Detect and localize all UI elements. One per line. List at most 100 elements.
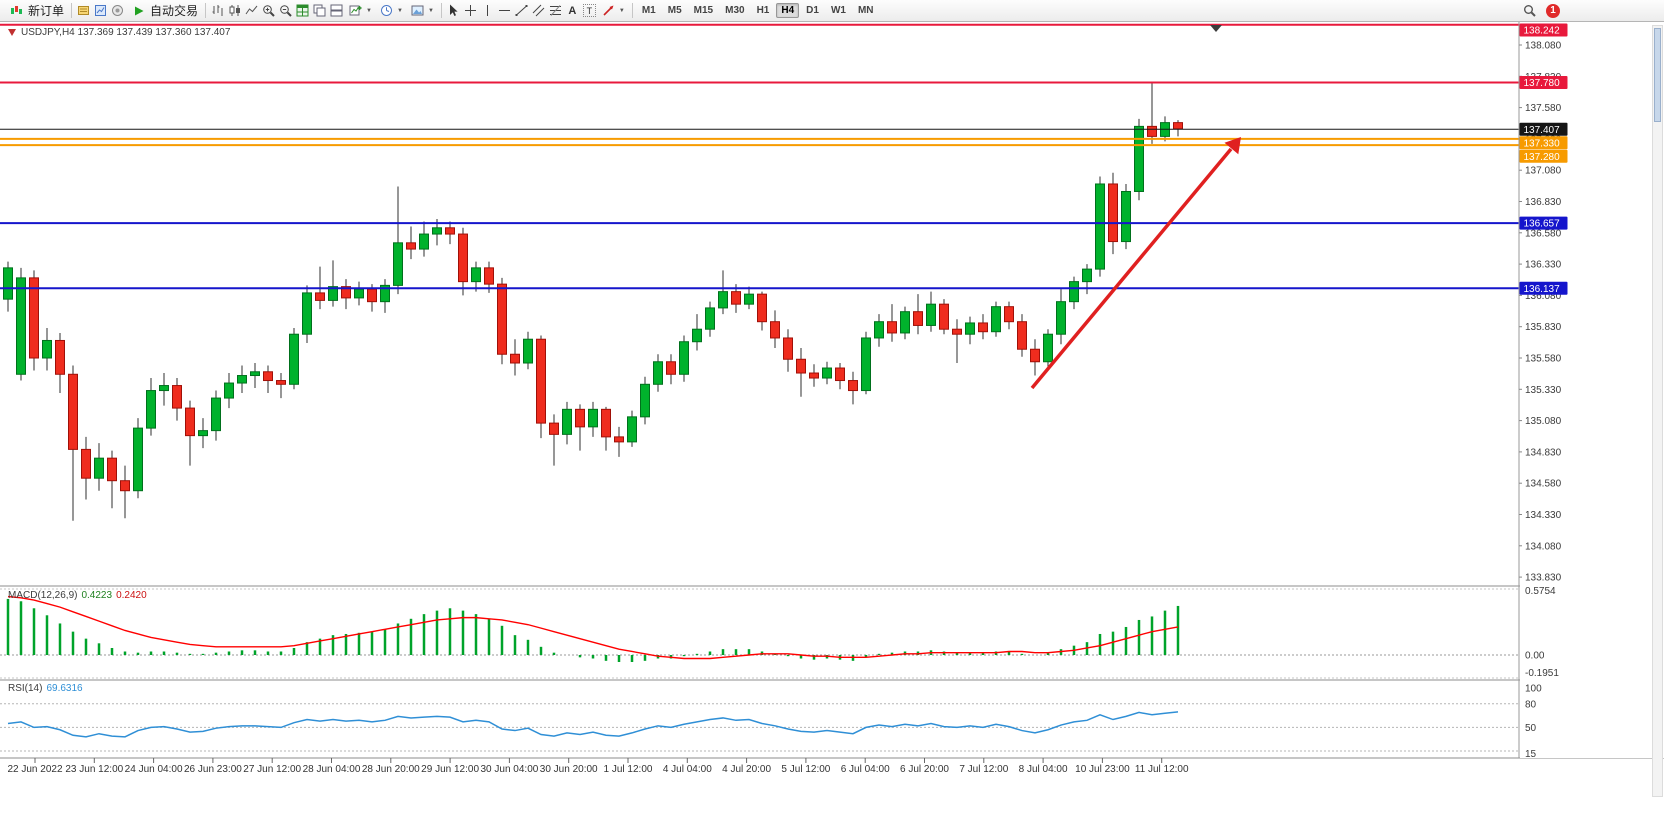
svg-text:4 Jul 04:00: 4 Jul 04:00 — [663, 764, 712, 775]
timeframe-w1[interactable]: W1 — [830, 5, 846, 16]
channel-button[interactable] — [530, 2, 547, 20]
zoom-out-icon — [279, 4, 292, 17]
channel-icon — [532, 4, 545, 17]
trendline-icon — [515, 5, 528, 16]
label-button[interactable]: T — [581, 2, 598, 20]
svg-text:134.580: 134.580 — [1525, 479, 1562, 490]
crosshair-button[interactable] — [462, 2, 479, 20]
panel-separators[interactable] — [0, 585, 1664, 759]
candles-chart-icon — [229, 5, 241, 16]
toolbar-separator — [631, 3, 633, 18]
clock-icon — [380, 5, 392, 16]
market-watch-icon — [78, 6, 90, 15]
search-icon — [1523, 4, 1536, 17]
line-chart-button[interactable] — [243, 2, 260, 20]
svg-text:0.5754: 0.5754 — [1525, 586, 1556, 597]
svg-text:50: 50 — [1525, 723, 1537, 734]
template-dropdown[interactable]: ▼ — [407, 1, 438, 21]
svg-text:8 Jul 04:00: 8 Jul 04:00 — [1019, 764, 1068, 775]
notification-badge[interactable]: 1 — [1546, 3, 1560, 18]
svg-text:6 Jul 04:00: 6 Jul 04:00 — [841, 764, 890, 775]
svg-text:135.080: 135.080 — [1525, 416, 1562, 427]
svg-text:137.330: 137.330 — [1524, 138, 1561, 149]
market-watch-button[interactable] — [75, 2, 92, 20]
svg-text:137.407: 137.407 — [1524, 125, 1561, 136]
svg-text:138.080: 138.080 — [1525, 41, 1562, 52]
price-level-label — [1519, 76, 1568, 90]
zoom-in-icon — [262, 4, 275, 17]
auto-trading-play-icon — [130, 2, 147, 20]
svg-text:5 Jul 12:00: 5 Jul 12:00 — [781, 764, 830, 775]
text-button[interactable]: A — [564, 2, 581, 20]
trendline-button[interactable] — [513, 2, 530, 20]
terminal-button[interactable] — [109, 2, 126, 20]
arrows-dropdown[interactable]: ▼ — [598, 1, 629, 21]
horizontal-line-button[interactable] — [496, 2, 513, 20]
price-level-labels[interactable]: 138.242 137.780 137.407 137.330 137.280 136.6… — [1519, 23, 1568, 295]
svg-text:136.137: 136.137 — [1524, 284, 1561, 295]
line-chart-icon — [245, 5, 258, 15]
svg-text:136.330: 136.330 — [1525, 260, 1562, 271]
tile-windows-button[interactable] — [294, 2, 311, 20]
new-order-icon — [8, 2, 25, 20]
price-level-lines[interactable] — [0, 23, 1519, 290]
bars-chart-button[interactable] — [209, 2, 226, 20]
candles-chart-button[interactable] — [226, 2, 243, 20]
crosshair-icon — [464, 5, 476, 16]
cursor-icon — [449, 4, 458, 16]
svg-text:7 Jul 12:00: 7 Jul 12:00 — [959, 764, 1008, 775]
chevron-down-icon: ▼ — [427, 7, 434, 14]
navigator-button[interactable] — [92, 2, 109, 20]
vertical-scrollbar[interactable] — [1652, 25, 1663, 797]
chart-canvas[interactable]: 138.080137.830137.580137.330137.080136.8… — [0, 22, 1664, 832]
svg-text:10 Jul 23:00: 10 Jul 23:00 — [1075, 764, 1130, 775]
svg-text:28 Jun 04:00: 28 Jun 04:00 — [303, 764, 361, 775]
timeframe-h4[interactable]: H4 — [776, 3, 800, 18]
arrow-tool-icon — [603, 5, 614, 16]
timeframe-dropdown[interactable]: ▼ — [376, 1, 407, 21]
zoom-out-button[interactable] — [277, 2, 294, 20]
vertical-line-button[interactable] — [479, 2, 496, 20]
candlesticks — [3, 82, 1183, 521]
timeframe-d1[interactable]: D1 — [806, 5, 819, 16]
time-axis[interactable]: 22 Jun 2022 23 Jun 12:00 24 Jun 04:00 26 Ju… — [7, 758, 1189, 775]
svg-text:26 Jun 23:00: 26 Jun 23:00 — [184, 764, 242, 775]
new-chart-dropdown[interactable]: ▼ — [345, 1, 376, 21]
svg-text:28 Jun 20:00: 28 Jun 20:00 — [362, 764, 420, 775]
svg-text:24 Jun 04:00: 24 Jun 04:00 — [125, 764, 183, 775]
price-level-label — [1519, 281, 1568, 295]
svg-text:136.830: 136.830 — [1525, 197, 1562, 208]
svg-text:1 Jul 12:00: 1 Jul 12:00 — [604, 764, 653, 775]
fibonacci-button[interactable] — [547, 2, 564, 20]
svg-text:27 Jun 12:00: 27 Jun 12:00 — [243, 764, 301, 775]
zoom-in-button[interactable] — [260, 2, 277, 20]
svg-text:135.330: 135.330 — [1525, 385, 1562, 396]
svg-text:29 Jun 12:00: 29 Jun 12:00 — [421, 764, 479, 775]
timeframe-m1[interactable]: M1 — [641, 5, 656, 16]
timeframe-m30[interactable]: M30 — [725, 5, 745, 16]
svg-text:133.830: 133.830 — [1525, 573, 1562, 584]
auto-trading-button[interactable]: 自动交易 — [126, 1, 202, 21]
new-order-label: 新订单 — [28, 4, 65, 18]
scrollbar-thumb[interactable] — [1654, 28, 1661, 122]
timeframe-h1[interactable]: H1 — [756, 5, 770, 16]
chevron-down-icon: ▼ — [366, 7, 372, 14]
new-order-button[interactable]: 新订单 — [4, 1, 68, 21]
rsi-panel — [0, 703, 1519, 752]
tile-horizontal-icon — [330, 4, 343, 17]
cascade-windows-button[interactable] — [311, 2, 328, 20]
cursor-button[interactable] — [445, 2, 462, 20]
svg-text:135.580: 135.580 — [1525, 354, 1562, 365]
search-button[interactable] — [1521, 2, 1538, 20]
price-level-label — [1519, 149, 1568, 163]
timeframe-m15[interactable]: M15 — [693, 5, 714, 16]
rsi-indicator-label: RSI(14) 69.6316 — [8, 683, 83, 694]
trend-arrow[interactable] — [1030, 137, 1241, 390]
bars-chart-icon — [212, 5, 223, 16]
timeframe-mn[interactable]: MN — [857, 5, 874, 16]
tile-horizontal-button[interactable] — [328, 2, 345, 20]
chart-shift-marker[interactable] — [1210, 25, 1222, 32]
text-tool-icon: A — [568, 4, 577, 17]
timeframe-m5[interactable]: M5 — [667, 5, 682, 16]
svg-text:136.580: 136.580 — [1525, 228, 1562, 239]
